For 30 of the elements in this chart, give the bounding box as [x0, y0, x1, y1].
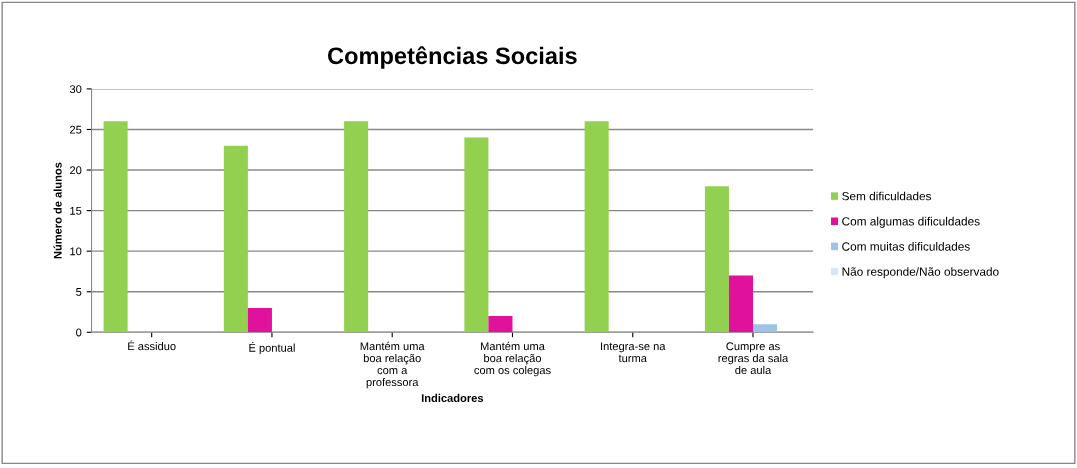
- bar: [488, 316, 513, 333]
- y-tick-label: 0: [76, 328, 82, 337]
- x-tick-label: É assiduo: [128, 340, 176, 351]
- bar: [704, 186, 729, 333]
- legend-label: Com algumas dificuldades: [842, 216, 980, 228]
- bar: [584, 121, 609, 333]
- x-tick-label: Mantém uma boa relação com os colegas: [474, 341, 551, 377]
- bar: [223, 145, 248, 333]
- x-tick-label: Cumpre as regras da sala de aula: [718, 342, 789, 375]
- y-tick-label: 15: [70, 206, 82, 215]
- legend-label: Com muitas dificuldades: [842, 242, 970, 251]
- bar: [247, 307, 272, 333]
- y-tick-label: 30: [69, 85, 82, 94]
- x-tick-label: Integra-se na turma: [601, 342, 666, 363]
- legend-label: Sem dificuldades: [842, 191, 932, 201]
- y-tick-label: 25: [70, 125, 82, 134]
- bar: [344, 121, 369, 333]
- legend-label: Não responde/Não observado: [842, 267, 999, 279]
- x-tick-label: É pontual: [249, 342, 295, 354]
- y-tick-label: 10: [70, 247, 82, 256]
- y-tick-label: 20: [70, 166, 82, 175]
- bar: [103, 121, 128, 333]
- bar: [464, 137, 489, 333]
- bar: [728, 275, 753, 333]
- x-tick-label: Mantém uma boa relação com a professora: [360, 341, 425, 389]
- bar: [753, 324, 778, 333]
- y-tick-label: 5: [76, 288, 82, 296]
- x-axis-title: Indicadores: [421, 393, 484, 403]
- chart-title: Competências Sociais: [328, 46, 577, 69]
- y-axis-title: Número de alunos: [53, 162, 62, 259]
